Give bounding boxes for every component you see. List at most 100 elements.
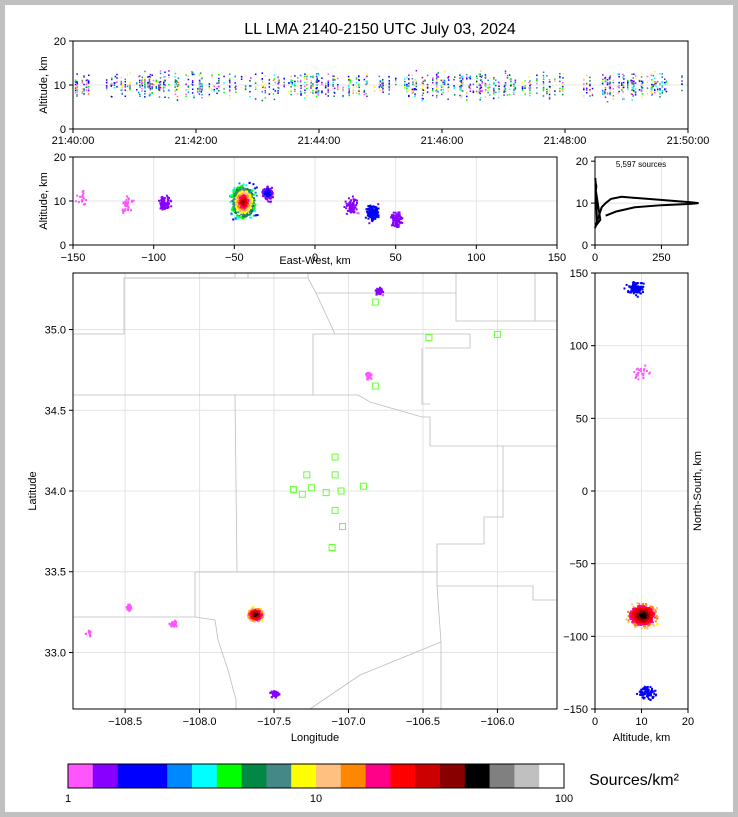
ew-height-point (250, 206, 253, 209)
ew-height-point (248, 208, 251, 211)
plan-view-point (256, 615, 260, 618)
ew-height-point (266, 186, 269, 189)
ns-height-point (647, 692, 650, 695)
time-height-point (358, 93, 360, 95)
plan-view-point (88, 633, 92, 636)
time-height-point (191, 81, 194, 84)
time-height-point (191, 88, 194, 91)
ns-height-point (641, 603, 644, 606)
time-height-point (585, 91, 588, 94)
time-height-point (378, 83, 381, 85)
ew-height-point (247, 193, 250, 196)
ew-height-point (373, 205, 376, 208)
time-height-point (492, 78, 495, 80)
ns-height-point (629, 617, 632, 620)
ns-height-point (644, 627, 647, 630)
time-height-point (440, 93, 443, 96)
time-height-point (651, 86, 653, 88)
time-height-point (542, 89, 545, 92)
time-height-point (201, 96, 203, 99)
ew-height-point (161, 208, 164, 211)
time-height-point (589, 90, 591, 92)
time-height-point (235, 88, 237, 90)
time-height-point (421, 97, 424, 100)
plan-view-point (380, 289, 383, 292)
time-height-point (421, 88, 424, 91)
time-height-point (162, 90, 165, 92)
time-height-point (264, 92, 267, 94)
time-height-point (542, 82, 545, 85)
time-height-point (493, 93, 495, 95)
ns-height-point (639, 691, 642, 694)
time-height-point (585, 74, 588, 77)
time-height-point (411, 77, 414, 80)
time-height-point (421, 82, 424, 85)
ns-height-point (652, 615, 655, 618)
ew-height-point (237, 205, 240, 208)
plan-view-point (126, 608, 129, 611)
ns-height-point (627, 290, 630, 293)
time-height-point (159, 88, 162, 90)
ns-height-point (644, 616, 647, 619)
ns-height-point (633, 615, 636, 618)
plan-view-ytick-label: 33.5 (45, 567, 66, 579)
time-height-point (609, 92, 612, 94)
time-height-point (199, 72, 202, 74)
time-height-point (199, 85, 202, 88)
ew-height-point (396, 222, 399, 225)
ew-height-point (233, 186, 236, 189)
plan-view-point (252, 613, 255, 616)
time-height-point (652, 84, 655, 86)
time-height-point (436, 94, 438, 97)
ew-height-point (394, 222, 397, 225)
time-height-point (472, 90, 475, 93)
time-height-point (513, 85, 515, 87)
time-height-point (443, 81, 446, 84)
ns-height-point (636, 374, 639, 377)
time-height-point (373, 86, 376, 88)
time-height-point (424, 89, 426, 91)
time-height-point (254, 98, 257, 100)
time-height-point (268, 79, 271, 81)
time-height-point (554, 80, 556, 83)
ns-height-point (633, 617, 636, 620)
time-height-point (76, 93, 78, 96)
ew-height-point (239, 202, 242, 205)
time-height-point (681, 76, 683, 79)
time-height-point (426, 86, 429, 89)
time-height-point (327, 83, 330, 86)
lma-station-marker (331, 506, 339, 514)
time-height-point (201, 85, 203, 88)
time-height-point (604, 78, 606, 81)
plan-view-point (247, 609, 251, 612)
ew-height-point (267, 194, 270, 197)
ns-height-point (645, 612, 648, 615)
colorbar-swatch (514, 764, 540, 788)
time-height-point (504, 72, 507, 74)
time-height-point (162, 79, 165, 82)
time-height-point (589, 89, 591, 91)
ns-height-point (637, 286, 640, 289)
time-height-point (148, 87, 151, 90)
ew-height-point (256, 214, 259, 217)
ew-height-point (241, 198, 244, 201)
time-height-point (304, 85, 306, 87)
ew-height-point (230, 208, 233, 211)
figure-frame: LL LMA 2140-2150 UTC July 03, 2024 0 10 20 2… (5, 5, 733, 812)
time-height-point (503, 88, 505, 91)
time-height-point (87, 93, 90, 95)
ew-height-point (269, 197, 272, 200)
time-height-point (167, 96, 170, 99)
time-height-point (481, 89, 483, 92)
time-height-point (412, 89, 414, 91)
time-height-point (198, 82, 201, 84)
time-height-point (602, 78, 604, 81)
ew-height-point (377, 207, 380, 210)
ew-height-point (268, 197, 271, 200)
ew-height-point (254, 214, 257, 217)
time-height-point (484, 91, 487, 93)
time-height-point (198, 93, 201, 95)
time-height-point (185, 93, 187, 95)
ew-height-point (392, 216, 395, 219)
ew-height-point (234, 189, 237, 192)
